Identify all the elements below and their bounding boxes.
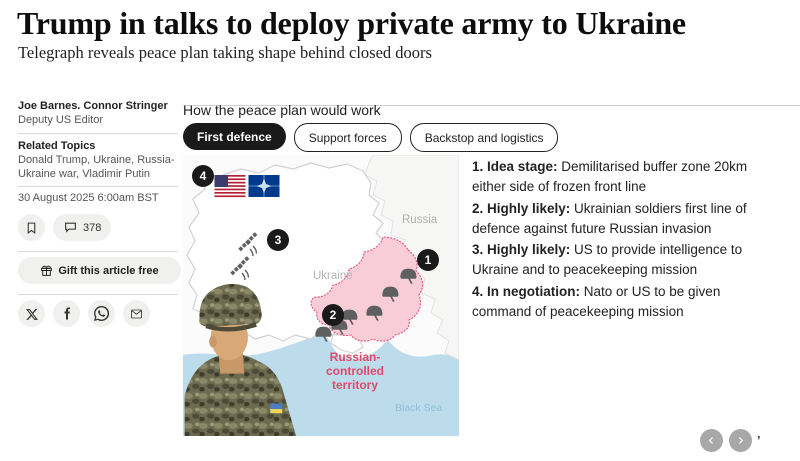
svg-text:Ukraine: Ukraine [313,270,353,282]
svg-text:controlled: controlled [326,364,384,378]
svg-text:Russia: Russia [402,214,438,226]
svg-text:Russian-: Russian- [330,350,381,364]
svg-text:Black Sea: Black Sea [395,402,442,414]
svg-text:territory: territory [332,378,378,392]
